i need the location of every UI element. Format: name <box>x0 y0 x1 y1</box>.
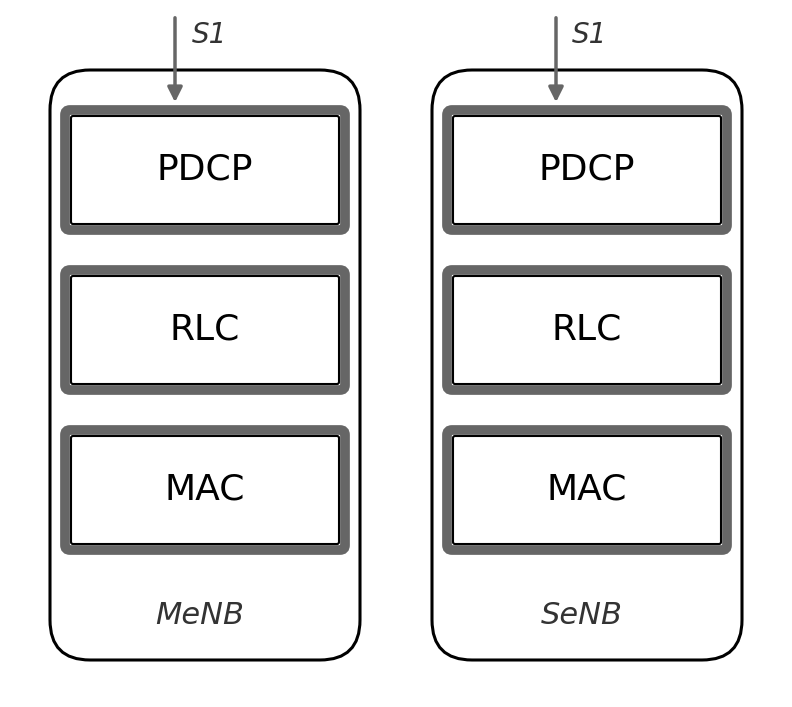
Text: RLC: RLC <box>169 313 240 347</box>
FancyBboxPatch shape <box>65 110 345 230</box>
Text: PDCP: PDCP <box>157 153 253 187</box>
FancyBboxPatch shape <box>447 430 727 550</box>
Text: S1: S1 <box>572 21 607 49</box>
FancyBboxPatch shape <box>453 276 721 384</box>
FancyBboxPatch shape <box>50 70 360 660</box>
FancyBboxPatch shape <box>447 110 727 230</box>
FancyBboxPatch shape <box>453 116 721 224</box>
Text: SeNB: SeNB <box>541 600 623 629</box>
FancyBboxPatch shape <box>71 276 339 384</box>
FancyBboxPatch shape <box>71 116 339 224</box>
Text: S1: S1 <box>192 21 227 49</box>
FancyBboxPatch shape <box>432 70 742 660</box>
FancyBboxPatch shape <box>453 436 721 544</box>
Text: MeNB: MeNB <box>155 600 245 629</box>
Text: RLC: RLC <box>552 313 623 347</box>
Text: MAC: MAC <box>546 473 627 507</box>
Text: MAC: MAC <box>165 473 246 507</box>
FancyBboxPatch shape <box>447 270 727 390</box>
FancyBboxPatch shape <box>71 436 339 544</box>
FancyBboxPatch shape <box>65 430 345 550</box>
FancyBboxPatch shape <box>65 270 345 390</box>
Text: PDCP: PDCP <box>539 153 635 187</box>
